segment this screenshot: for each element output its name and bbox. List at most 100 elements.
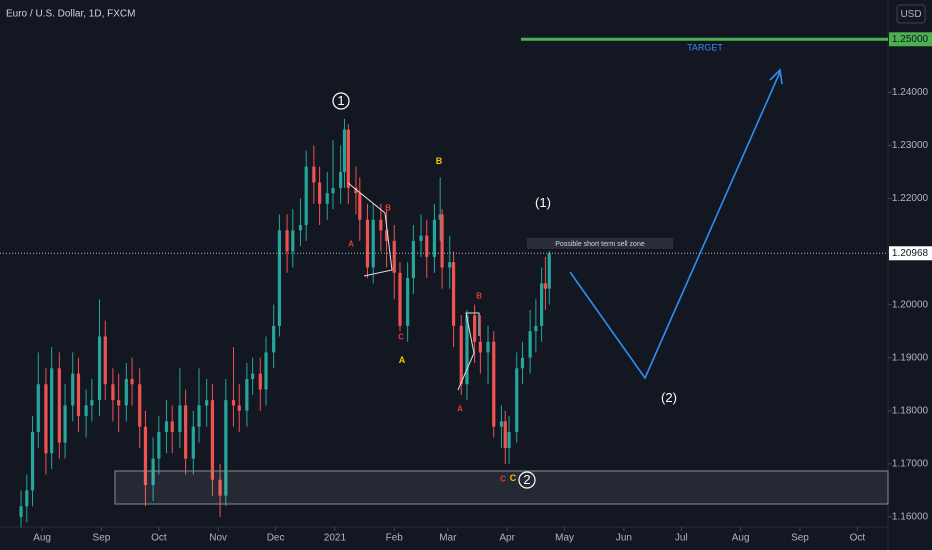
candle-body (331, 187, 335, 194)
candle-body (237, 405, 241, 411)
candle-body (184, 405, 188, 459)
candle-body (36, 384, 40, 433)
candle-body (451, 262, 456, 326)
candle-body (398, 272, 402, 326)
x-tick-label: Oct (850, 533, 866, 544)
wave-label: B (476, 292, 482, 301)
candle-body (318, 182, 322, 204)
candle-body (486, 341, 490, 353)
plot-area (19, 118, 551, 528)
target-tag (889, 32, 932, 47)
candle-body (25, 490, 29, 507)
candle-body (63, 405, 67, 443)
candle-body (111, 384, 115, 401)
candle-body (50, 368, 54, 454)
candle-body (392, 240, 396, 273)
x-tick-label: Sep (93, 533, 111, 544)
projection-path (569, 71, 781, 380)
target-text: TARGET (687, 43, 723, 53)
candle-body (358, 193, 362, 220)
candle-body (419, 235, 423, 241)
candle-body (76, 373, 81, 417)
candle-body (540, 283, 544, 326)
x-tick-label: Sep (791, 533, 809, 544)
candle-body (507, 432, 511, 448)
candle-body (425, 235, 429, 257)
chart-title: Euro / U.S. Dollar, 1D, FXCM (6, 9, 135, 20)
candle-body (103, 336, 107, 385)
wave-label: B (385, 204, 391, 213)
wave-label: A (348, 240, 354, 249)
candle-body (218, 479, 222, 496)
candle-body (164, 421, 169, 433)
candle-body (258, 373, 262, 390)
wave-label: C (500, 475, 506, 484)
candle-body (371, 219, 375, 268)
candle-body (342, 129, 347, 172)
wave-label: 2 (523, 472, 530, 487)
candle-body (298, 225, 303, 231)
candle-body (151, 458, 155, 486)
candle-body (124, 378, 128, 406)
candle-body (473, 315, 477, 342)
candle-body (543, 283, 548, 289)
currency-button[interactable] (896, 4, 926, 24)
x-tick-label: 2021 (324, 533, 347, 544)
correction-lines (347, 182, 393, 277)
last-price-label: 1.20968 (892, 248, 929, 259)
candle-body (117, 400, 121, 406)
candle-body (19, 506, 23, 517)
wave-label: C (510, 473, 517, 483)
wave-circle (332, 92, 350, 110)
candle-body (210, 400, 215, 480)
candle-body (285, 230, 289, 252)
sell-zone-label: Possible short term sell zone (555, 241, 645, 248)
wave-label: (1) (535, 195, 551, 210)
candle-body (231, 400, 236, 406)
candle-body (97, 336, 102, 401)
y-tick-label: 1.24000 (892, 87, 929, 98)
candle-body (264, 352, 268, 390)
last-price-tag (889, 246, 932, 261)
projection-arrowhead (769, 68, 783, 85)
candle-body (312, 166, 316, 183)
candle-body (224, 400, 228, 496)
target-price-label: 1.25000 (892, 34, 929, 45)
candle-body (44, 384, 48, 454)
candle-body (528, 331, 532, 358)
candle-body (520, 357, 525, 369)
wave-label: C (398, 333, 404, 342)
x-tick-label: Jun (616, 533, 632, 544)
candle-body (325, 193, 329, 204)
candle-body (178, 405, 182, 433)
wave-label: A (457, 405, 463, 414)
candle-body (432, 219, 437, 257)
wave-circle (518, 471, 536, 489)
x-tick-label: Mar (439, 533, 457, 544)
candle-body (384, 230, 389, 241)
candle-body (478, 341, 482, 353)
y-tick-label: 1.16000 (892, 512, 929, 523)
y-tick-label: 1.22000 (892, 193, 929, 204)
candle-body (138, 384, 142, 427)
candle-body (84, 405, 88, 417)
candle-body (515, 368, 519, 433)
candle-body (197, 405, 201, 427)
currency-label[interactable]: USD (900, 9, 921, 20)
wave-label: B (436, 156, 443, 166)
candle-body (291, 230, 295, 252)
candle-body (492, 341, 496, 427)
candle-body (406, 278, 410, 326)
wave-label: 1 (337, 93, 344, 108)
candle-body (411, 240, 415, 279)
candle-body (346, 129, 350, 188)
candle-body (57, 368, 61, 443)
candle-body (465, 315, 469, 385)
y-tick-label: 1.23000 (892, 140, 929, 151)
candle-body (547, 253, 551, 289)
candle-body (277, 230, 282, 326)
candle-body (90, 400, 94, 406)
